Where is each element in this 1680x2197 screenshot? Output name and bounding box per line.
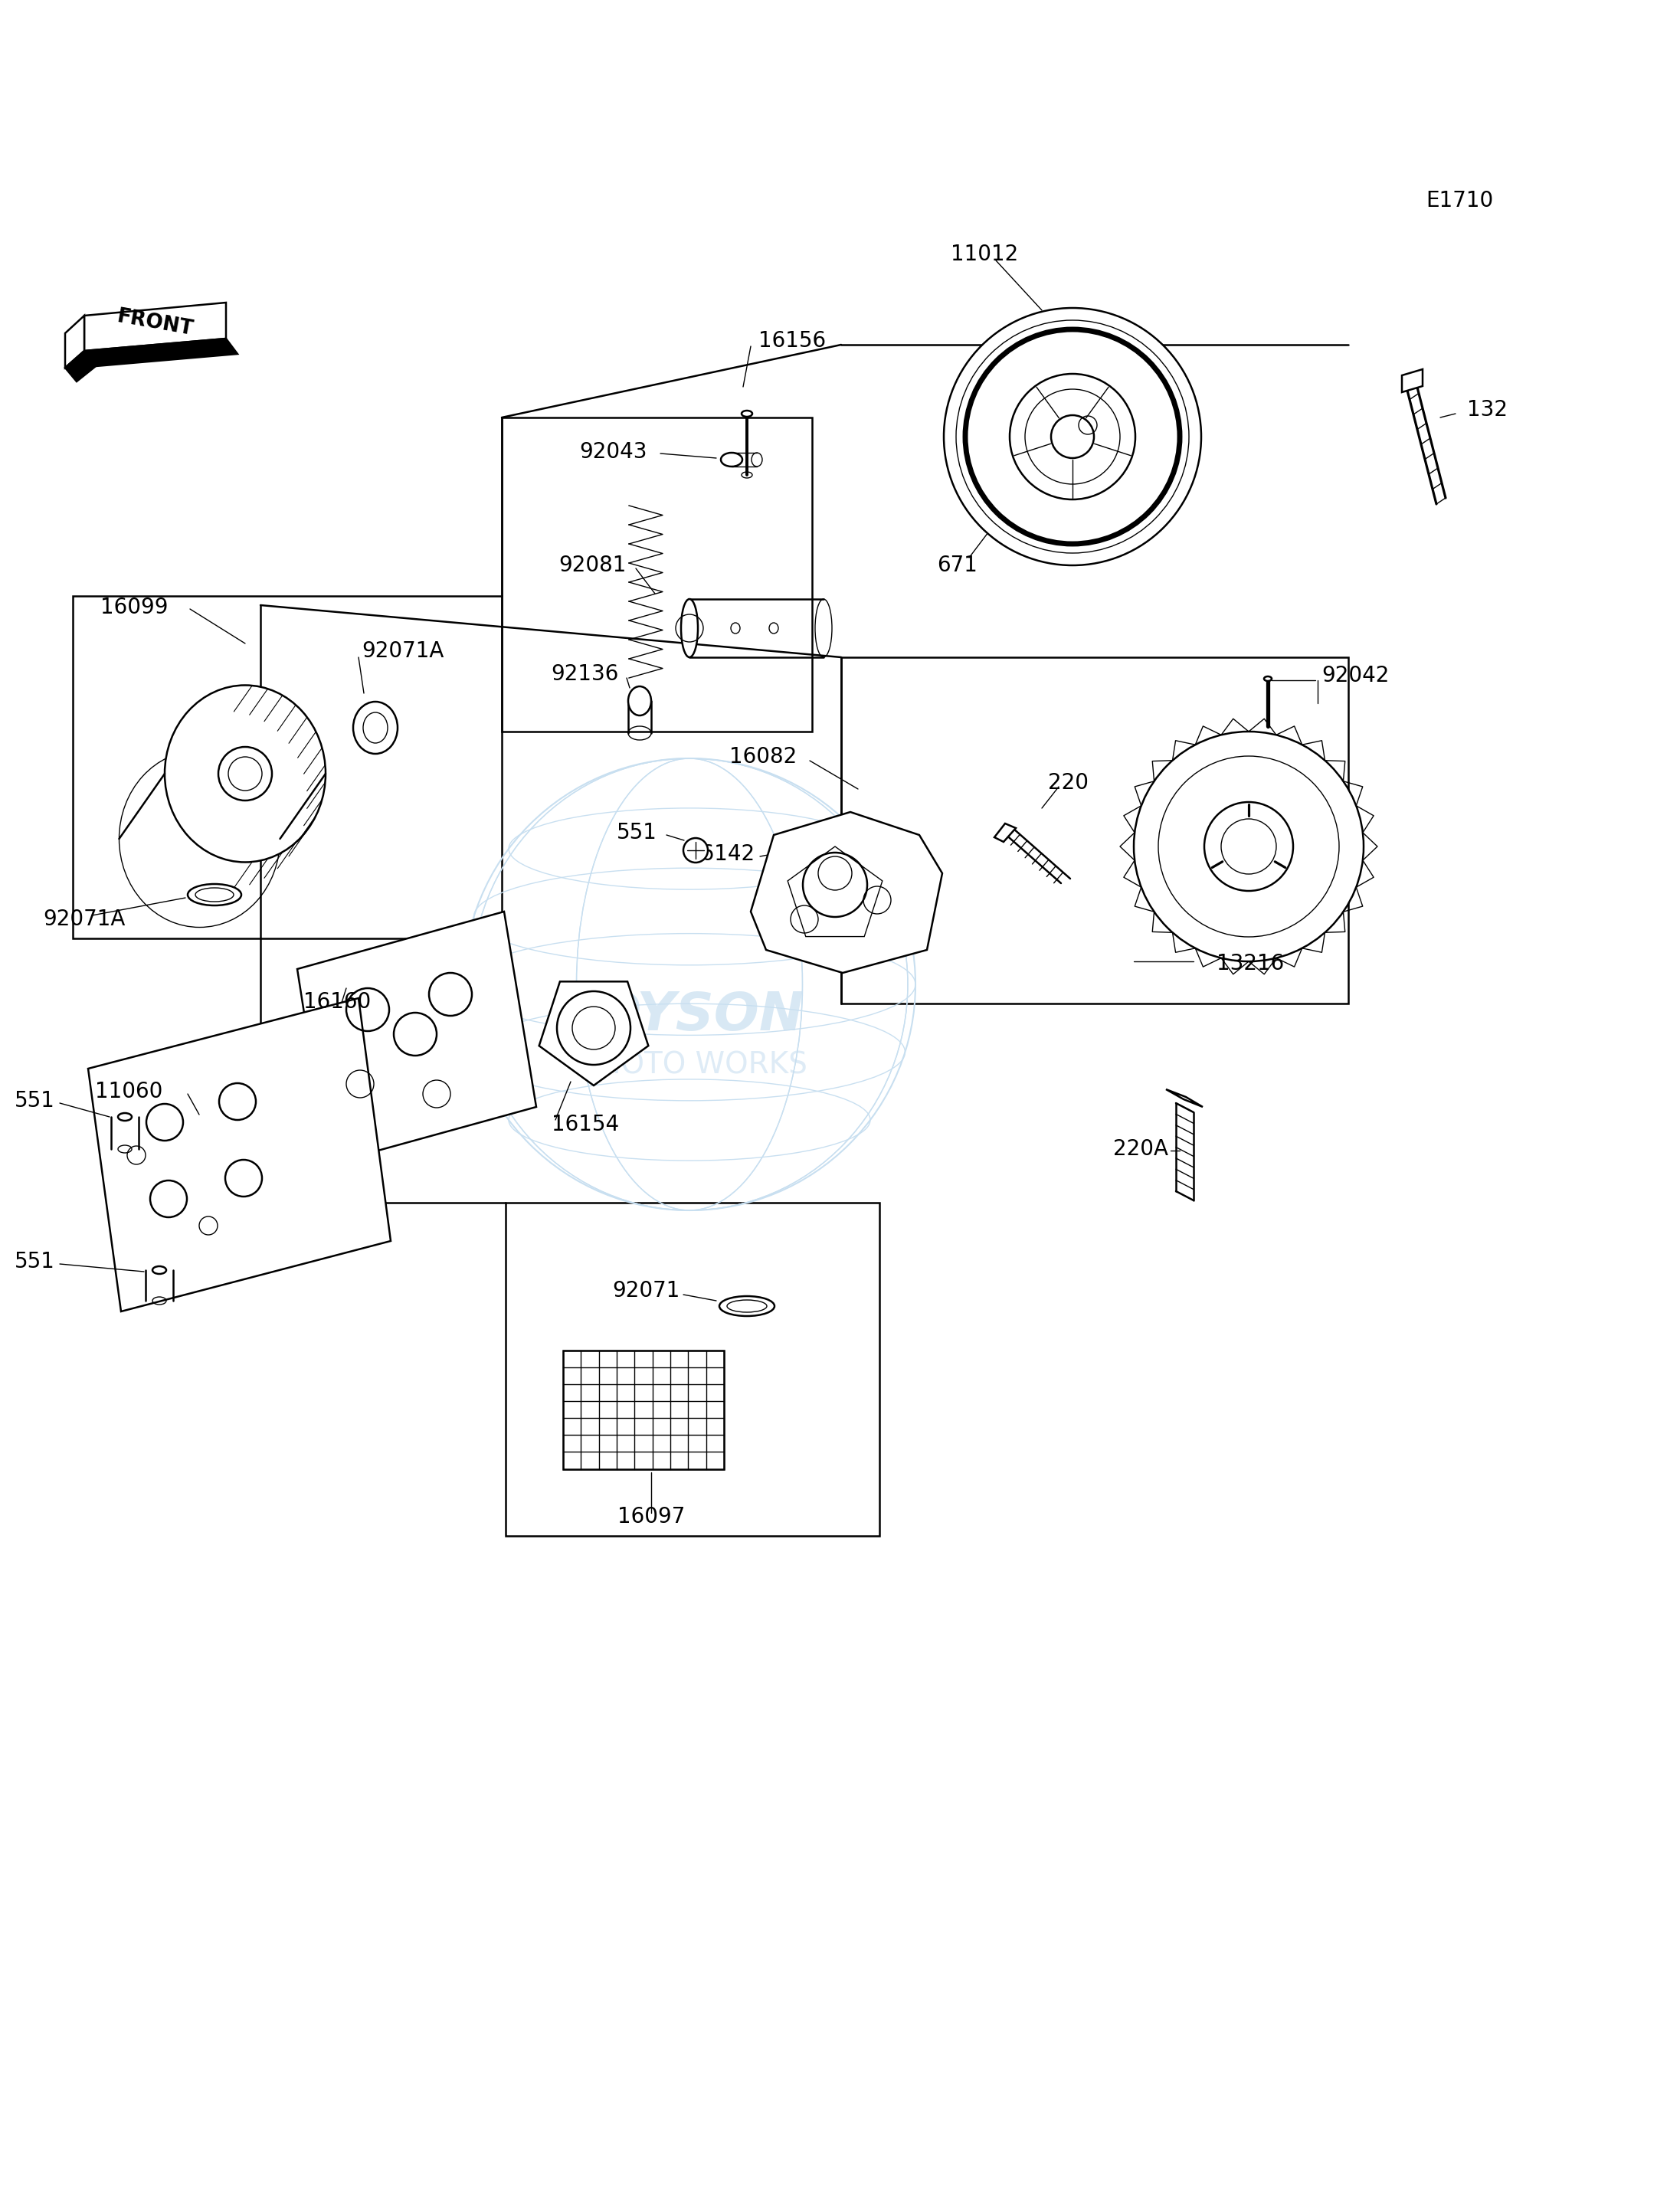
Polygon shape [1166,1090,1203,1107]
Polygon shape [66,352,96,382]
Text: 220A: 220A [1114,1138,1168,1160]
Text: 16099: 16099 [101,598,168,617]
Text: 11060: 11060 [94,1081,163,1103]
Polygon shape [84,338,237,367]
Ellipse shape [188,883,242,905]
Circle shape [1134,732,1364,962]
Text: 132: 132 [1467,400,1507,420]
Text: 11012: 11012 [951,244,1018,266]
Text: E1710: E1710 [1426,189,1494,211]
Text: MOTO WORKS: MOTO WORKS [595,1050,806,1079]
Text: 220: 220 [1048,771,1089,793]
Ellipse shape [353,701,398,754]
Text: 551: 551 [617,822,657,844]
Circle shape [1010,373,1136,499]
Text: 16156: 16156 [758,330,827,352]
Ellipse shape [680,600,697,657]
Text: 16154: 16154 [551,1114,620,1136]
Text: 16160: 16160 [304,991,371,1013]
Text: 92081: 92081 [559,554,627,576]
Polygon shape [751,813,942,973]
Text: 671: 671 [937,554,978,576]
Ellipse shape [721,453,743,466]
Text: 92042: 92042 [1322,666,1389,685]
Text: 13216: 13216 [1216,953,1284,975]
Polygon shape [1401,369,1423,393]
Ellipse shape [719,1296,774,1316]
Ellipse shape [165,685,326,861]
Ellipse shape [628,685,652,716]
Text: DYSON: DYSON [598,989,805,1041]
Text: 16142: 16142 [687,844,754,866]
Ellipse shape [153,1265,166,1274]
Ellipse shape [1263,677,1272,681]
Ellipse shape [741,411,753,417]
Text: 551: 551 [15,1250,55,1272]
Text: 16082: 16082 [729,747,796,767]
Text: 92136: 92136 [551,663,618,685]
Polygon shape [539,982,648,1085]
Polygon shape [297,912,536,1164]
Circle shape [944,308,1201,565]
Polygon shape [563,1351,724,1470]
Circle shape [684,837,707,863]
Ellipse shape [118,1114,131,1120]
Polygon shape [66,316,84,367]
Text: 551: 551 [15,1090,55,1112]
Text: FRONT: FRONT [114,308,195,341]
Text: 92071: 92071 [613,1281,680,1301]
Polygon shape [87,997,391,1312]
Text: 16097: 16097 [617,1505,685,1527]
Polygon shape [84,303,227,352]
Text: 92043: 92043 [580,442,647,464]
Text: 92071A: 92071A [44,910,126,929]
Polygon shape [995,824,1016,841]
Text: 92071A: 92071A [361,639,444,661]
